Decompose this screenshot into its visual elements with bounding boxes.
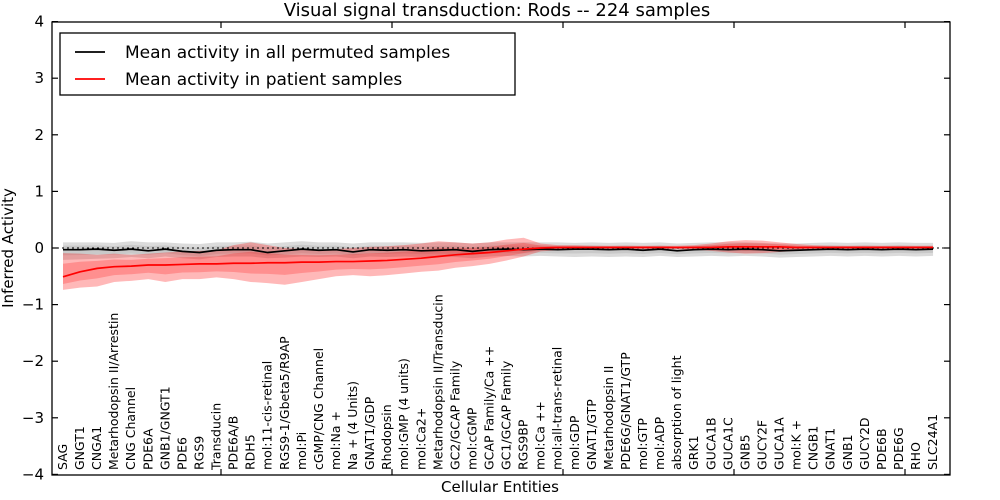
x-axis-label: Cellular Entities	[441, 478, 559, 496]
x-category-label: PDE6G	[891, 427, 906, 470]
x-category-labels: SAG GNGT1 CNGA1 Metarhodopsin II/Arrestin CN…	[55, 294, 940, 471]
y-tick-label: 3	[34, 69, 44, 87]
x-category-label: PDE6B	[874, 428, 889, 470]
x-category-label: Metarhodopsin II	[601, 366, 616, 470]
y-tick-label: 2	[34, 126, 44, 144]
x-category-label: GC1/GCAP Family	[499, 360, 514, 470]
x-category-label: GUCY2F	[754, 420, 769, 470]
x-category-label: GNB1/GNGT1	[157, 386, 172, 470]
mean-line-permuted	[63, 248, 934, 254]
x-category-label: mol:Ca ++	[533, 401, 548, 470]
x-category-label: GNB5	[737, 434, 752, 470]
patient-samples-range-inner	[63, 242, 934, 285]
x-category-label: absorption of light	[669, 355, 684, 470]
x-category-label: GNB1	[840, 434, 855, 470]
y-tick-label: −2	[22, 352, 44, 370]
x-category-label: RGS9BP	[516, 419, 531, 470]
y-tick-label: 4	[34, 13, 44, 31]
x-category-label: PDE6G/GNAT1/GTP	[618, 352, 633, 470]
x-category-label: mol:GTP	[635, 418, 650, 470]
x-category-label: RGS9	[191, 436, 206, 470]
x-category-label: mol:all-trans-retinal	[550, 347, 565, 470]
x-category-label: GRK1	[686, 435, 701, 470]
x-category-label: GUCY2D	[857, 417, 872, 470]
mean-lines	[62, 246, 934, 278]
x-category-label: CNGA1	[89, 426, 104, 470]
x-category-label: RGS9-1/Gbeta5/R9AP	[277, 336, 292, 470]
x-category-label: CNGB1	[806, 426, 821, 470]
x-category-label: PDE6A/B	[226, 416, 241, 470]
x-category-label: Transducin	[209, 403, 224, 471]
x-category-label: mol:Na +	[328, 411, 343, 470]
x-category-label: GCAP Family/Ca ++	[482, 346, 497, 470]
x-category-label: GNAT1	[823, 428, 838, 470]
legend-label-permuted: Mean activity in all permuted samples	[125, 43, 450, 63]
x-category-label: mol:Ca2+	[413, 408, 428, 470]
x-category-label: RDH5	[243, 434, 258, 470]
x-category-label: Rhodopsin	[379, 404, 394, 470]
mean-line-patient	[62, 246, 934, 278]
x-category-label: Metarhodopsin II/Arrestin	[106, 313, 121, 470]
y-tick-label: 0	[34, 239, 44, 257]
x-category-label: SLC24A1	[925, 414, 940, 470]
x-category-label: PDE6	[174, 437, 189, 470]
x-category-label: PDE6A	[140, 428, 155, 470]
x-category-label: cGMP/CNG Channel	[311, 348, 326, 470]
x-category-label: SAG	[55, 444, 70, 470]
legend: Mean activity in all permuted samples Me…	[59, 32, 516, 96]
x-category-label: CNG Channel	[123, 387, 138, 470]
y-tick-label: 1	[34, 182, 44, 200]
chart-title: Visual signal transduction: Rods -- 224 …	[284, 0, 711, 21]
x-category-label: GNAT1/GDP	[362, 396, 377, 470]
legend-box	[59, 32, 516, 96]
x-category-label: mol:GMP (4 units)	[396, 358, 411, 470]
x-category-label: mol:GDP	[567, 415, 582, 470]
x-category-label: Metarhodopsin II/Transducin	[430, 294, 445, 470]
y-axis-label: Inferred Activity	[0, 188, 17, 308]
x-category-label: RHO	[908, 442, 923, 470]
x-category-label: mol:Pi	[294, 432, 309, 470]
x-category-label: mol:11-cis-retinal	[260, 361, 275, 470]
y-tick-label: −4	[22, 465, 44, 483]
x-category-label: mol:K +	[789, 420, 804, 470]
x-category-label: GUCA1C	[720, 417, 735, 470]
legend-label-patient: Mean activity in patient samples	[125, 70, 402, 90]
y-tick-label: −3	[22, 409, 44, 427]
x-category-label: mol:cGMP	[464, 407, 479, 470]
x-category-label: Na + (4 Units)	[345, 381, 360, 470]
x-category-label: GC2/GCAP Family	[447, 360, 462, 470]
x-category-label: GUCA1A	[772, 417, 787, 470]
x-category-label: GNGT1	[72, 426, 87, 470]
x-category-label: mol:ADP	[652, 416, 667, 470]
x-category-label: GNAT1/GTP	[584, 399, 599, 470]
y-tick-label: −1	[22, 296, 44, 314]
axis-ticks: 4 3 2 1 0 −1 −2 −3 −4	[22, 13, 950, 483]
permuted-samples-range-outer	[63, 241, 934, 260]
x-category-label: GUCA1B	[703, 417, 718, 470]
